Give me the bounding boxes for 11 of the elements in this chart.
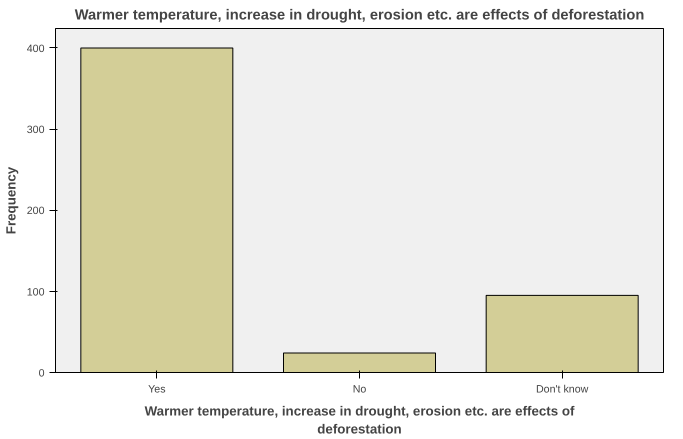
y-tick-label: 300	[26, 124, 45, 136]
x-tick-label: Yes	[148, 384, 166, 396]
x-tick-label: Don't know	[536, 384, 589, 396]
y-tick-label: 0	[38, 368, 45, 380]
chart-title: Warmer temperature, increase in drought, erosion etc. are effects of deforestation	[74, 8, 644, 24]
y-axis-title: Frequency	[4, 166, 19, 234]
y-tick-label: 200	[26, 205, 45, 218]
y-tick-label: 400	[26, 42, 45, 55]
x-tick-label: No	[352, 384, 366, 396]
x-axis-title: Warmer temperature, increase in drought, erosion etc. are effects of deforestation	[144, 404, 575, 436]
y-tick-label: 100	[26, 286, 45, 298]
